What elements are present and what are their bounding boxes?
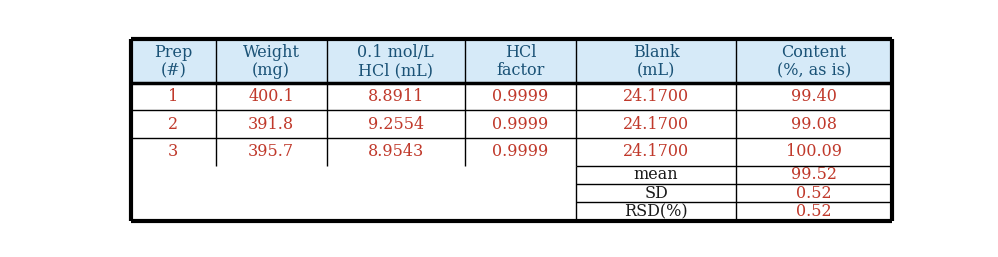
Text: 3: 3 [168,143,179,160]
Text: 0.52: 0.52 [796,185,832,202]
Text: factor: factor [496,62,545,79]
Text: Content: Content [781,44,846,61]
Text: 391.8: 391.8 [249,116,294,133]
Text: (mL): (mL) [637,62,676,79]
Text: 0.52: 0.52 [796,203,832,220]
Text: 8.9543: 8.9543 [367,143,424,160]
Text: 0.1 mol/L: 0.1 mol/L [357,44,434,61]
Bar [131,83,892,111]
Text: 400.1: 400.1 [249,88,294,105]
Text: (#): (#) [161,62,187,79]
Text: 0.9999: 0.9999 [492,116,549,133]
Text: 395.7: 395.7 [249,143,294,160]
Bar [131,138,892,166]
Text: Prep: Prep [154,44,193,61]
Text: 24.1700: 24.1700 [623,116,690,133]
Text: 99.52: 99.52 [791,166,837,183]
Bar [131,203,892,221]
Text: Blank: Blank [633,44,680,61]
Text: 99.08: 99.08 [791,116,837,133]
Text: 0.9999: 0.9999 [492,88,549,105]
Text: (%, as is): (%, as is) [777,62,851,79]
Text: (mg): (mg) [252,62,290,79]
Text: RSD(%): RSD(%) [625,203,688,220]
Text: 8.8911: 8.8911 [367,88,424,105]
Text: SD: SD [645,185,668,202]
Text: 1: 1 [168,88,179,105]
Text: 24.1700: 24.1700 [623,88,690,105]
Text: 0.9999: 0.9999 [492,143,549,160]
Bar [131,39,892,83]
Text: Weight: Weight [243,44,299,61]
Text: 99.40: 99.40 [791,88,837,105]
Text: mean: mean [634,166,679,183]
Text: 100.09: 100.09 [786,143,842,160]
Text: HCl: HCl [505,44,536,61]
Bar [131,111,892,138]
Text: HCl (mL): HCl (mL) [358,62,433,79]
Bar [131,166,892,184]
Bar [131,184,892,203]
Text: 2: 2 [168,116,179,133]
Text: 24.1700: 24.1700 [623,143,690,160]
Text: 9.2554: 9.2554 [367,116,424,133]
